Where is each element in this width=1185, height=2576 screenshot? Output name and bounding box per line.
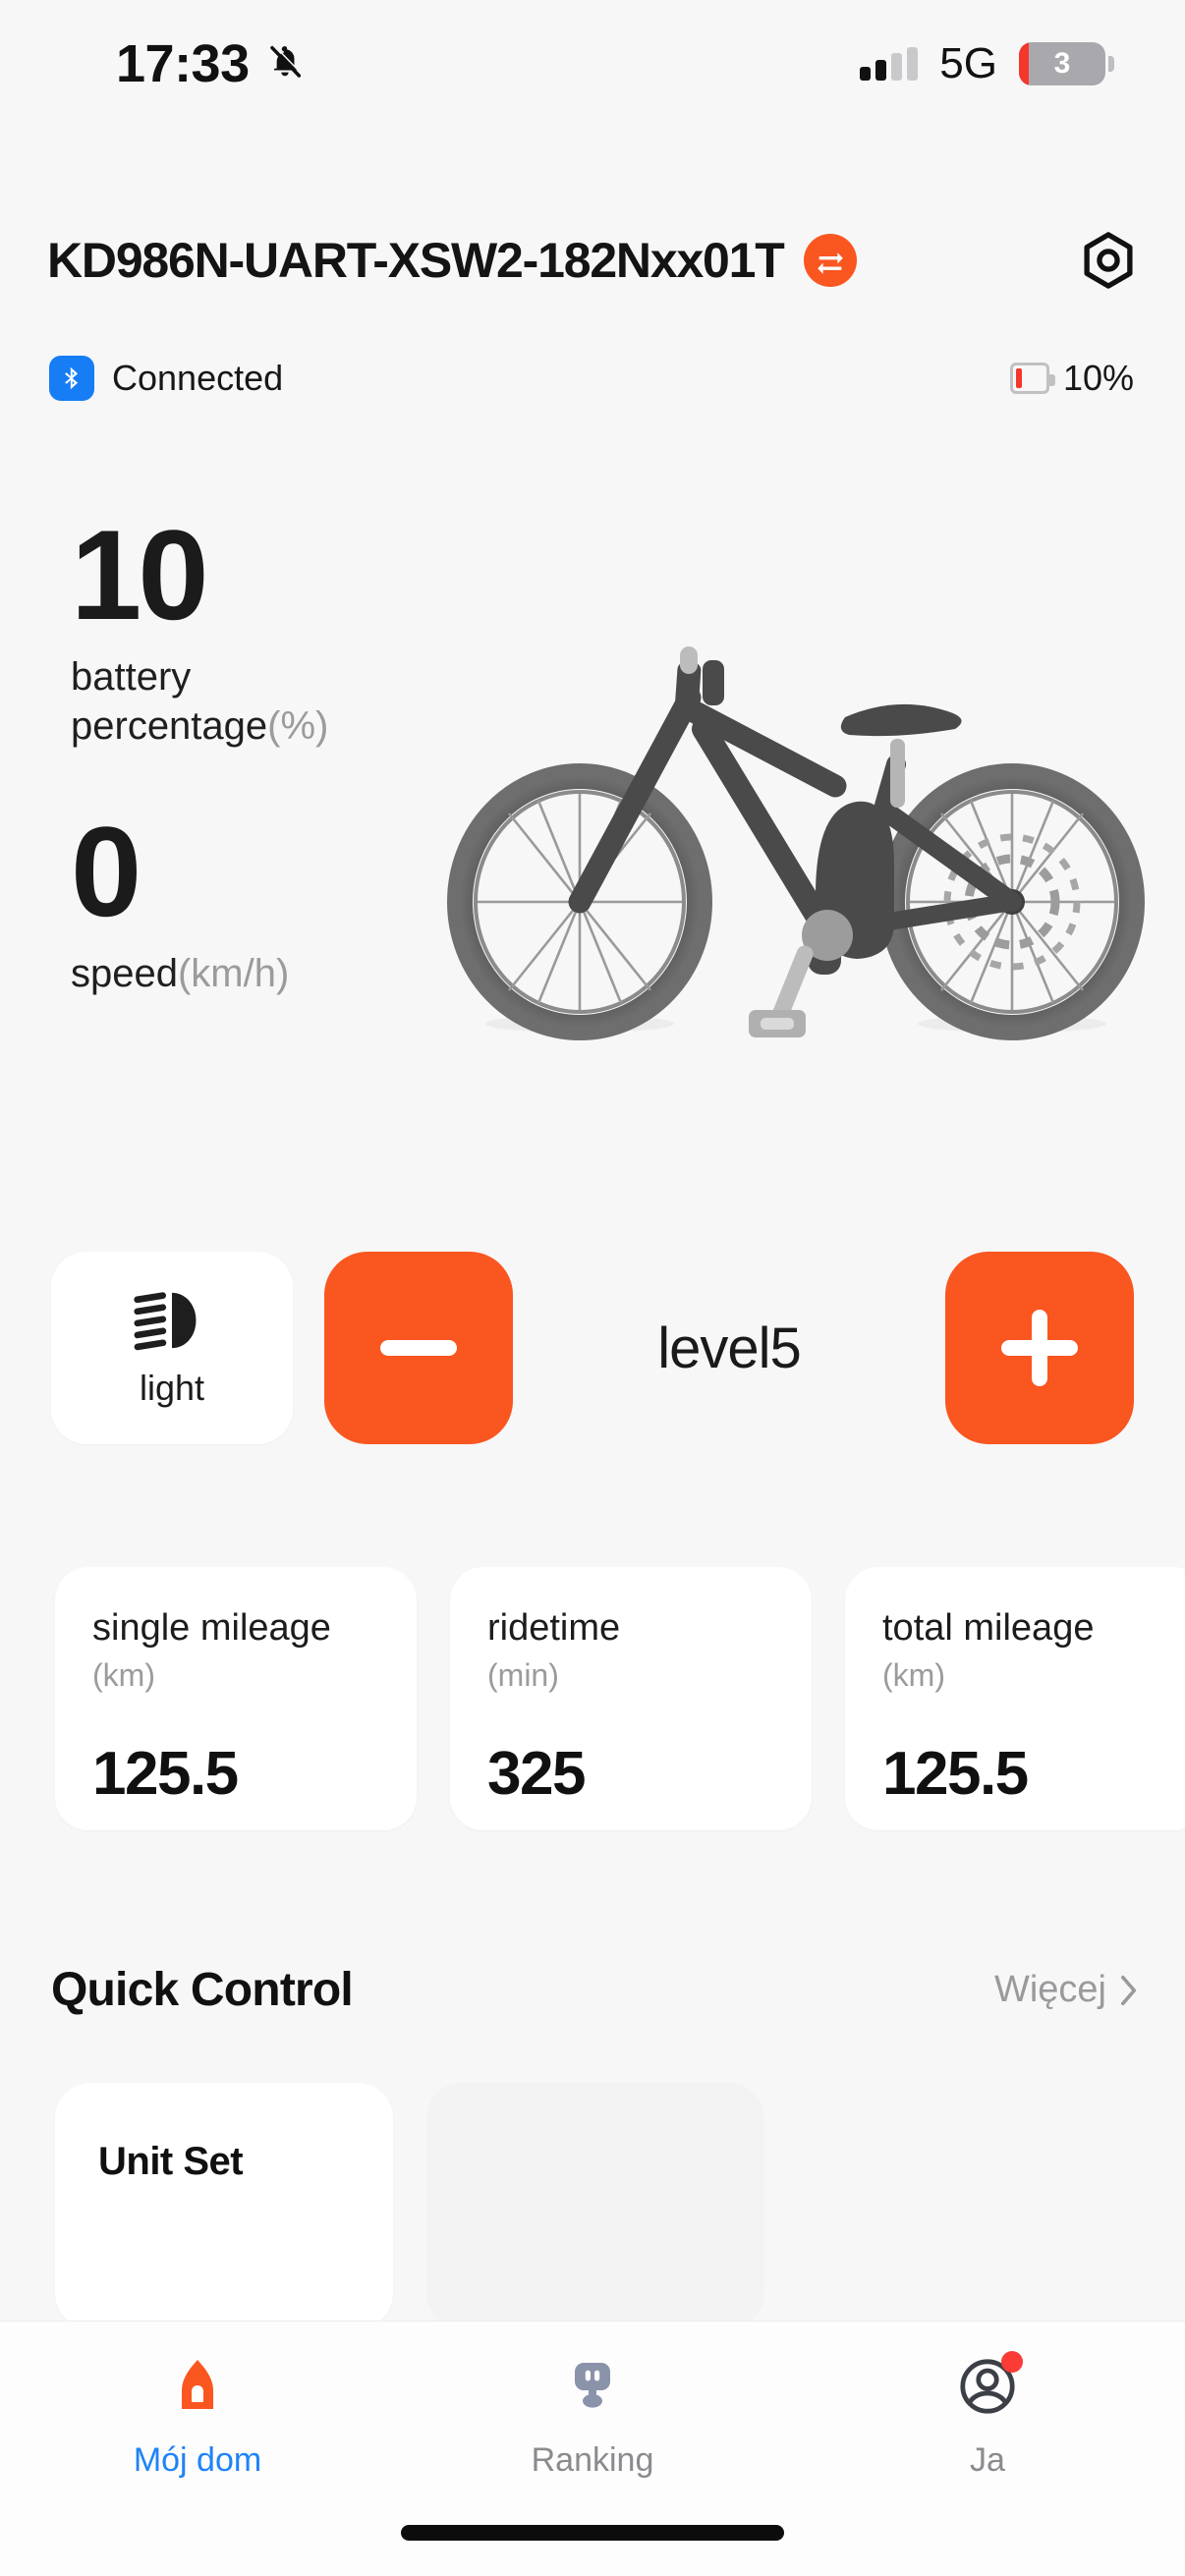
connection-row: Connected 10% — [0, 344, 1185, 413]
light-label: light — [139, 1367, 205, 1408]
device-battery: 10% — [1009, 358, 1134, 399]
stats-carousel[interactable]: single mileage (km) 125.5 ridetime (min)… — [0, 1567, 1185, 1832]
tab-ja[interactable]: Ja — [790, 2349, 1185, 2576]
battery-icon — [1009, 363, 1055, 394]
stat-unit: (km) — [882, 1656, 945, 1693]
battery-percent-label: 10% — [1062, 358, 1134, 398]
hex-nut-settings-icon[interactable] — [1077, 229, 1140, 292]
quick-control-more-link[interactable]: Więcej — [994, 1969, 1138, 2011]
swap-arrows-icon[interactable] — [803, 234, 857, 287]
stat-value: 125.5 — [882, 1739, 1029, 1808]
ranking-icon — [555, 2349, 630, 2424]
signal-bars-icon — [860, 47, 919, 81]
battery-metric-unit: (%) — [267, 704, 329, 748]
device-header: KD986N-UART-XSW2-182Nxx01T — [0, 201, 1185, 319]
increase-level-button[interactable] — [945, 1252, 1134, 1444]
light-toggle-button[interactable]: light — [51, 1252, 293, 1444]
speed-metric: 0 speed(km/h) — [71, 808, 483, 998]
stat-value: 325 — [487, 1739, 586, 1808]
battery-metric-label: battery percentage(%) — [71, 652, 395, 751]
quick-control-card-title: Unit Set — [98, 2140, 244, 2183]
stat-value: 125.5 — [92, 1739, 239, 1808]
stat-card-ridetime[interactable]: ridetime (min) 325 — [450, 1567, 812, 1830]
ebike-illustration — [423, 619, 1150, 1051]
stat-card-total-mileage[interactable]: total mileage (km) 125.5 — [845, 1567, 1185, 1830]
status-time: 17:33 — [116, 34, 250, 93]
assist-control-row: light level5 — [0, 1250, 1185, 1446]
tab-ranking[interactable]: Ranking — [395, 2349, 790, 2576]
battery-low-icon: 3 — [1019, 42, 1105, 85]
speed-metric-unit: (km/h) — [177, 952, 290, 995]
speed-metric-label-text: speed — [71, 952, 178, 995]
battery-nub — [1108, 56, 1114, 72]
stat-unit: (km) — [92, 1656, 155, 1693]
stat-title: single mileage — [92, 1607, 331, 1649]
hero-metrics: 10 battery percentage(%) 0 speed(km/h) — [71, 511, 483, 998]
stat-title: total mileage — [882, 1607, 1095, 1649]
quick-control-card-placeholder — [426, 2083, 764, 2328]
battery-metric: 10 battery percentage(%) — [71, 511, 483, 751]
battery-metric-label-text: battery percentage — [71, 655, 268, 748]
tab-label: Ja — [970, 2441, 1005, 2479]
minus-icon — [380, 1340, 457, 1356]
connection-status-label: Connected — [112, 358, 284, 398]
speed-metric-value: 0 — [71, 800, 141, 943]
stat-unit: (min) — [487, 1656, 559, 1693]
assist-level-label: level5 — [657, 1316, 802, 1380]
status-bar: 17:33 5G 3 — [0, 0, 1185, 128]
quick-control-title: Quick Control — [51, 1963, 354, 2016]
network-type-label: 5G — [939, 39, 997, 87]
tab-label: Mój dom — [133, 2441, 262, 2479]
quick-control-carousel[interactable]: Unit Set — [0, 2083, 1185, 2338]
stat-card-single-mileage[interactable]: single mileage (km) 125.5 — [55, 1567, 417, 1830]
status-bar-left: 17:33 — [116, 33, 305, 94]
home-icon — [160, 2349, 235, 2424]
profile-avatar-icon — [950, 2349, 1025, 2424]
tab-label: Ranking — [531, 2441, 654, 2479]
home-indicator[interactable] — [401, 2525, 784, 2541]
chevron-right-icon — [1120, 1974, 1138, 2006]
status-bar-right: 5G 3 — [860, 39, 1114, 88]
stat-title: ridetime — [487, 1607, 621, 1649]
plus-icon — [1001, 1310, 1078, 1386]
bell-slash-icon — [265, 42, 305, 86]
battery-level-text: 3 — [1053, 47, 1071, 80]
battery-metric-value: 10 — [71, 503, 209, 646]
bluetooth-icon — [49, 356, 94, 401]
quick-control-more-label: Więcej — [993, 1968, 1106, 2010]
headlight-icon — [130, 1288, 214, 1358]
decrease-level-button[interactable] — [324, 1252, 513, 1444]
speed-metric-label: speed(km/h) — [71, 949, 395, 998]
quick-control-header: Quick Control Więcej — [0, 1935, 1185, 2044]
status-badge — [1001, 2351, 1023, 2373]
tab-moj-dom[interactable]: Mój dom — [0, 2349, 395, 2576]
quick-control-card-unit-set[interactable]: Unit Set — [55, 2083, 393, 2328]
page-title: KD986N-UART-XSW2-182Nxx01T — [47, 233, 785, 288]
